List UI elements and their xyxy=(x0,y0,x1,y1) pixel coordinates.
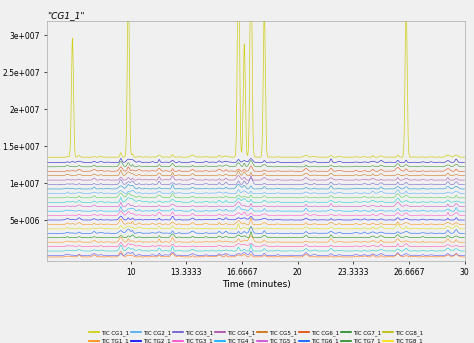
Text: "CG1_1": "CG1_1" xyxy=(47,11,85,20)
Legend: TIC CG1_1, TIC TG1_1, TIC CG2_1, TIC TG2_1, TIC CG3_1, TIC TG3_1, TIC CG4_1, TIC: TIC CG1_1, TIC TG1_1, TIC CG2_1, TIC TG2… xyxy=(89,330,423,343)
X-axis label: Time (minutes): Time (minutes) xyxy=(221,280,291,289)
